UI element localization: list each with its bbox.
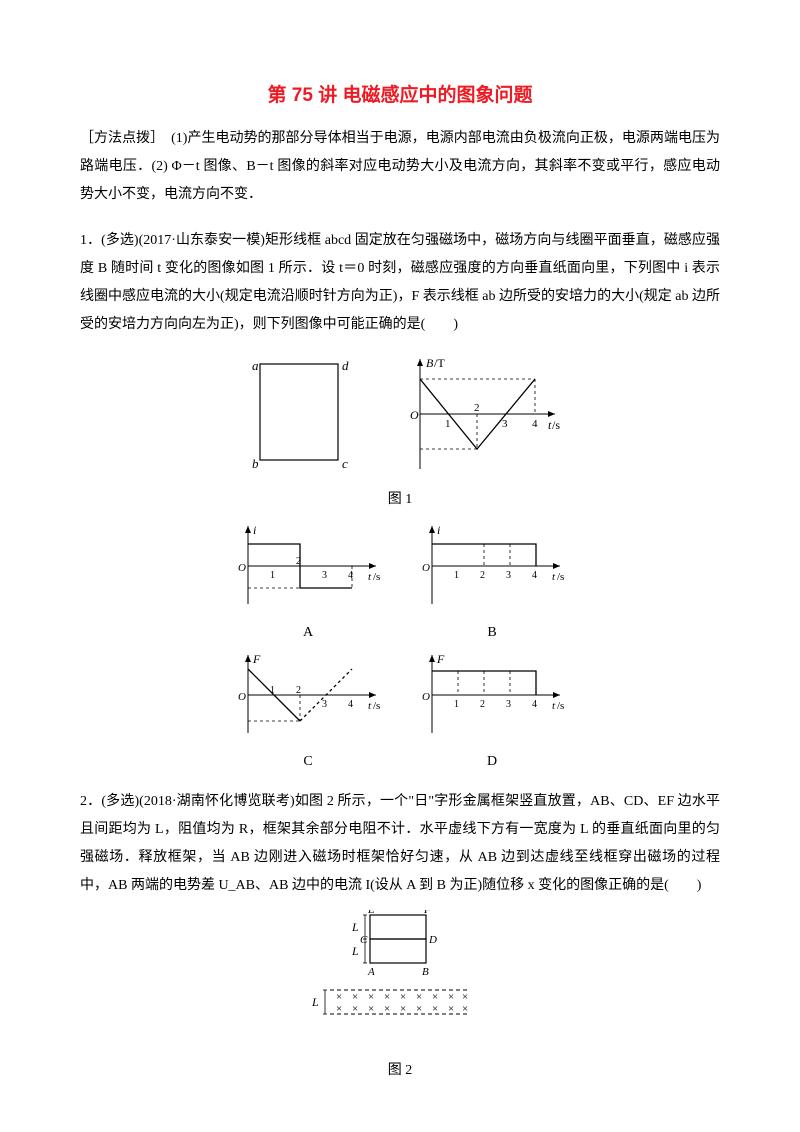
option-a-label: A xyxy=(228,625,388,641)
svg-text:i: i xyxy=(437,523,440,537)
svg-text:t: t xyxy=(552,571,556,583)
svg-text:L: L xyxy=(311,995,319,1009)
svg-text:O: O xyxy=(410,408,419,422)
svg-text:1: 1 xyxy=(270,570,275,581)
svg-text:O: O xyxy=(422,691,430,703)
svg-text:3: 3 xyxy=(322,699,327,710)
option-a-graph: i t /s O 1 2 3 4 A xyxy=(228,518,388,641)
svg-text:B: B xyxy=(422,966,429,978)
svg-text:t: t xyxy=(368,571,372,583)
svg-text:×: × xyxy=(384,991,390,1003)
options-row-1: i t /s O 1 2 3 4 A i xyxy=(80,518,720,641)
svg-text:2: 2 xyxy=(480,699,485,710)
svg-text:3: 3 xyxy=(502,418,508,430)
lesson-title: 第 75 讲 电磁感应中的图象问题 xyxy=(80,80,720,107)
figure-2-label: 图 2 xyxy=(80,1059,720,1079)
svg-text:/T: /T xyxy=(434,356,445,370)
svg-text:E: E xyxy=(367,910,375,916)
svg-text:t: t xyxy=(552,700,556,712)
svg-text:O: O xyxy=(238,691,246,703)
options-row-2: F t /s O 1 2 3 4 C F xyxy=(80,647,720,770)
svg-text:×: × xyxy=(400,1003,406,1015)
svg-text:F: F xyxy=(436,652,445,666)
svg-text:3: 3 xyxy=(506,570,511,581)
svg-text:d: d xyxy=(342,358,349,373)
svg-text:×: × xyxy=(352,991,358,1003)
svg-text:D: D xyxy=(428,934,437,946)
svg-text:4: 4 xyxy=(348,570,353,581)
svg-text:a: a xyxy=(252,358,259,373)
svg-text:×: × xyxy=(462,1003,468,1015)
svg-text:×: × xyxy=(384,1003,390,1015)
svg-text:×: × xyxy=(368,1003,374,1015)
svg-text:3: 3 xyxy=(506,699,511,710)
svg-text:/s: /s xyxy=(557,700,564,712)
svg-text:2: 2 xyxy=(296,556,301,567)
option-c-label: C xyxy=(228,754,388,770)
svg-text:O: O xyxy=(238,562,246,574)
svg-text:×: × xyxy=(416,991,422,1003)
svg-text:×: × xyxy=(352,1003,358,1015)
svg-text:O: O xyxy=(422,562,430,574)
svg-text:b: b xyxy=(252,456,259,471)
option-b-graph: i t /s O 1 2 3 4 B xyxy=(412,518,572,641)
svg-text:B: B xyxy=(426,356,434,370)
svg-text:×: × xyxy=(432,991,438,1003)
figure-1: a d b c B /T t /s O 1 2 3 xyxy=(80,349,720,508)
svg-text:×: × xyxy=(336,991,342,1003)
svg-text:C: C xyxy=(360,934,368,946)
figure-1-label: 图 1 xyxy=(80,488,720,508)
svg-text:3: 3 xyxy=(322,570,327,581)
svg-text:4: 4 xyxy=(532,699,537,710)
option-b-label: B xyxy=(412,625,572,641)
svg-text:2: 2 xyxy=(296,685,301,696)
svg-text:t: t xyxy=(368,700,372,712)
svg-text:×: × xyxy=(336,1003,342,1015)
svg-text:1: 1 xyxy=(454,699,459,710)
svg-text:1: 1 xyxy=(454,570,459,581)
svg-text:L: L xyxy=(351,920,359,934)
svg-text:2: 2 xyxy=(480,570,485,581)
svg-text:×: × xyxy=(448,1003,454,1015)
svg-text:/s: /s xyxy=(373,700,380,712)
question-2: 2．(多选)(2018·湖南怀化博览联考)如图 2 所示，一个"日"字形金属框架… xyxy=(80,788,720,900)
svg-text:/s: /s xyxy=(557,571,564,583)
svg-text:×: × xyxy=(462,991,468,1003)
method-tip: ［方法点拨］ (1)产生电动势的那部分导体相当于电源，电源内部电流由负极流向正极… xyxy=(80,125,720,209)
svg-text:4: 4 xyxy=(532,418,538,430)
svg-text:L: L xyxy=(351,944,359,958)
svg-text:×: × xyxy=(448,991,454,1003)
svg-text:/s: /s xyxy=(373,571,380,583)
svg-text:i: i xyxy=(253,523,256,537)
svg-text:1: 1 xyxy=(445,418,451,430)
svg-text:F: F xyxy=(423,910,431,916)
svg-text:A: A xyxy=(367,966,375,978)
figure-2: L L E F C D A B L ××××××××× ××××××××× 图 … xyxy=(80,910,720,1079)
svg-text:c: c xyxy=(342,456,348,471)
svg-text:2: 2 xyxy=(474,402,480,414)
svg-text:4: 4 xyxy=(532,570,537,581)
svg-text:×: × xyxy=(400,991,406,1003)
option-d-graph: F t /s O 1 2 3 4 D xyxy=(412,647,572,770)
option-c-graph: F t /s O 1 2 3 4 C xyxy=(228,647,388,770)
svg-text:/s: /s xyxy=(552,418,560,432)
svg-text:×: × xyxy=(416,1003,422,1015)
option-d-label: D xyxy=(412,754,572,770)
svg-text:1: 1 xyxy=(270,685,275,696)
svg-text:×: × xyxy=(368,991,374,1003)
svg-text:F: F xyxy=(252,652,261,666)
svg-text:×: × xyxy=(432,1003,438,1015)
svg-text:4: 4 xyxy=(348,699,353,710)
question-1: 1．(多选)(2017·山东泰安一模)矩形线框 abcd 固定放在匀强磁场中，磁… xyxy=(80,227,720,339)
